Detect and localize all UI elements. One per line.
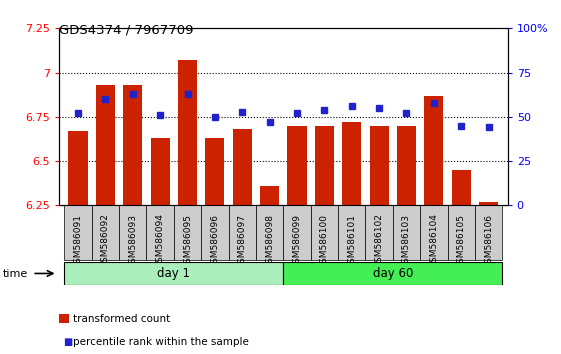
- Text: GSM586095: GSM586095: [183, 213, 192, 269]
- Text: GSM586102: GSM586102: [375, 213, 384, 268]
- Text: GSM586105: GSM586105: [457, 213, 466, 269]
- Text: GDS4374 / 7967709: GDS4374 / 7967709: [59, 23, 194, 36]
- Bar: [119, 205, 146, 260]
- Bar: [65, 262, 283, 285]
- Bar: [475, 205, 502, 260]
- Bar: [342, 122, 361, 205]
- Bar: [178, 60, 197, 205]
- Text: GSM586100: GSM586100: [320, 213, 329, 269]
- Text: GSM586096: GSM586096: [210, 213, 219, 269]
- Bar: [256, 205, 283, 260]
- Bar: [448, 205, 475, 260]
- Bar: [424, 96, 443, 205]
- Bar: [365, 205, 393, 260]
- Bar: [201, 205, 228, 260]
- Bar: [315, 126, 334, 205]
- Text: day 1: day 1: [157, 267, 190, 280]
- Bar: [479, 202, 498, 205]
- Bar: [205, 138, 224, 205]
- Bar: [452, 170, 471, 205]
- Text: GSM586098: GSM586098: [265, 213, 274, 269]
- Text: GSM586097: GSM586097: [238, 213, 247, 269]
- Bar: [370, 126, 389, 205]
- Bar: [233, 129, 252, 205]
- Bar: [92, 205, 119, 260]
- Bar: [287, 126, 306, 205]
- Bar: [228, 205, 256, 260]
- Bar: [150, 138, 170, 205]
- Text: ■: ■: [63, 337, 72, 347]
- Text: GSM586103: GSM586103: [402, 213, 411, 269]
- Bar: [146, 205, 174, 260]
- Bar: [96, 85, 115, 205]
- Text: day 60: day 60: [373, 267, 413, 280]
- Text: GSM586099: GSM586099: [292, 213, 301, 269]
- Bar: [397, 126, 416, 205]
- Bar: [65, 205, 92, 260]
- Text: GSM586093: GSM586093: [128, 213, 137, 269]
- Bar: [260, 186, 279, 205]
- Text: GSM586101: GSM586101: [347, 213, 356, 269]
- Bar: [68, 131, 88, 205]
- Bar: [123, 85, 142, 205]
- Text: GSM586092: GSM586092: [101, 213, 110, 268]
- Bar: [338, 205, 365, 260]
- Text: percentile rank within the sample: percentile rank within the sample: [73, 337, 249, 347]
- Text: GSM586106: GSM586106: [484, 213, 493, 269]
- Text: time: time: [3, 269, 28, 279]
- Bar: [420, 205, 448, 260]
- Text: GSM586104: GSM586104: [429, 213, 438, 268]
- Bar: [311, 205, 338, 260]
- Bar: [283, 205, 311, 260]
- Bar: [283, 262, 502, 285]
- Text: GSM586091: GSM586091: [73, 213, 82, 269]
- Bar: [174, 205, 201, 260]
- Text: transformed count: transformed count: [73, 314, 170, 324]
- Text: GSM586094: GSM586094: [155, 213, 165, 268]
- Bar: [393, 205, 420, 260]
